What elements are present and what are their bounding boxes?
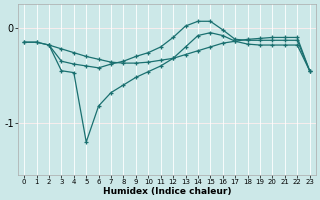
- X-axis label: Humidex (Indice chaleur): Humidex (Indice chaleur): [103, 187, 231, 196]
